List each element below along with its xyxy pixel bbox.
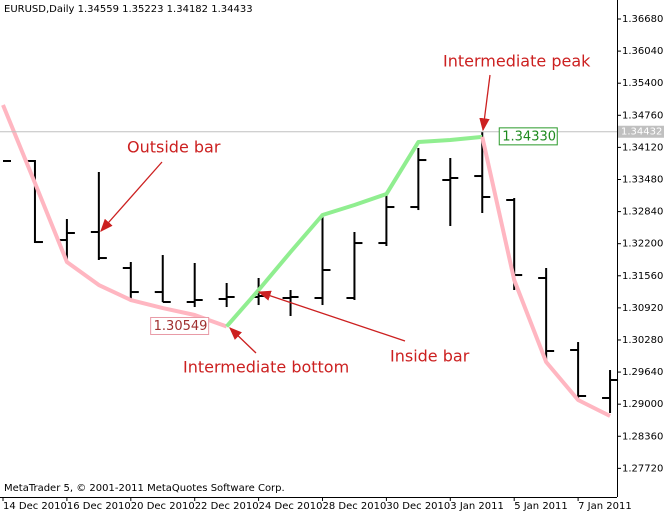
x-tick-label: 14 Dec 2010 — [3, 501, 67, 512]
last-price-box — [618, 125, 664, 138]
x-tick-label: 7 Jan 2011 — [578, 501, 632, 512]
y-tick-label: 1.27720 — [622, 463, 663, 474]
y-tick-label: 1.36680 — [622, 14, 663, 25]
y-tick-label: 1.31560 — [622, 271, 663, 282]
y-tick-label: 1.28360 — [622, 431, 663, 442]
price-label: 1.34330 — [502, 129, 556, 144]
zigzag-line — [480, 136, 611, 418]
y-tick-label: 1.33480 — [622, 174, 663, 185]
zigzag-line — [1, 104, 228, 329]
x-tick-label: 5 Jan 2011 — [514, 501, 568, 512]
y-tick-label: 1.29640 — [622, 367, 663, 378]
annotation-arrow — [257, 290, 406, 342]
zigzag-line — [225, 134, 483, 328]
y-tick-label: 1.36040 — [622, 46, 663, 57]
annotation-arrow — [229, 327, 257, 354]
y-tick-label: 1.35400 — [622, 78, 663, 89]
footer: MetaTrader 5, © 2001-2011 MetaQuotes Sof… — [4, 483, 285, 494]
y-tick-label: 1.34760 — [622, 110, 663, 121]
x-tick-label: 24 Dec 2010 — [259, 501, 323, 512]
annotation: Inside bar — [390, 347, 470, 366]
y-tick-label: 1.29000 — [622, 399, 663, 410]
y-tick-label: 1.30920 — [622, 303, 663, 314]
x-tick-label: 16 Dec 2010 — [67, 501, 131, 512]
annotation-arrow — [100, 161, 163, 232]
annotation: Outside bar — [127, 138, 221, 157]
x-tick-label: 3 Jan 2011 — [450, 501, 504, 512]
x-tick-label: 30 Dec 2010 — [386, 501, 450, 512]
x-tick-label: 28 Dec 2010 — [323, 501, 387, 512]
x-tick-label: 20 Dec 2010 — [131, 501, 195, 512]
y-tick-label: 1.30280 — [622, 335, 663, 346]
annotation-arrow — [479, 74, 491, 132]
price-label: 1.30549 — [154, 319, 208, 334]
annotation: Intermediate peak — [443, 52, 591, 71]
chart-title: EURUSD,Daily 1.34559 1.35223 1.34182 1.3… — [4, 4, 253, 15]
price-label-box — [150, 316, 210, 335]
y-tick-label: 1.32200 — [622, 239, 663, 250]
annotation: Intermediate bottom — [183, 358, 349, 377]
y-tick-label: 1.34120 — [622, 142, 663, 153]
last-price-label: 1.34432 — [621, 127, 662, 138]
x-tick-label: 22 Dec 2010 — [195, 501, 259, 512]
price-label-box — [498, 127, 558, 146]
y-tick-label: 1.32840 — [622, 207, 663, 218]
